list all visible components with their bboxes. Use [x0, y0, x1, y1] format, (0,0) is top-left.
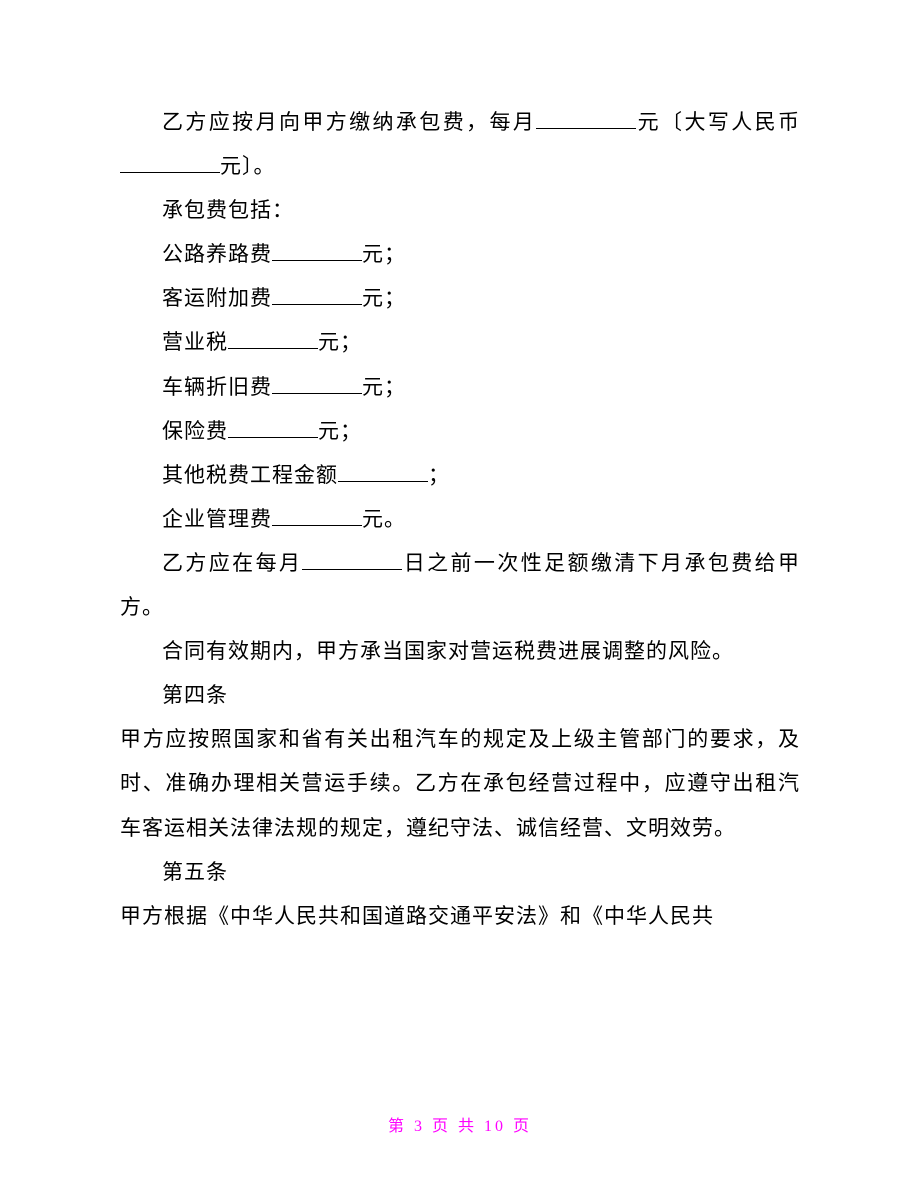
- text-insurance-prefix: 保险费: [162, 419, 228, 443]
- blank-road-fee: [272, 240, 362, 261]
- text-road-fee-suffix: 元；: [362, 242, 406, 266]
- text-fee-prefix: 乙方应按月向甲方缴纳承包费，每月: [162, 110, 536, 134]
- text-article-4: 第四条: [162, 683, 228, 707]
- paragraph-other-tax: 其他税费工程金额 ；: [120, 453, 800, 497]
- paragraph-risk: 合同有效期内，甲方承当国家对营运税费进展调整的风险。: [120, 629, 800, 673]
- text-article-5: 第五条: [162, 860, 228, 884]
- document-page: 乙方应按月向甲方缴纳承包费，每月元〔大写人民币元〕。 承包费包括： 公路养路费元…: [0, 0, 920, 998]
- text-article-4-content: 甲方应按照国家和省有关出租汽车的规定及上级主管部门的要求，及时、准确办理相关营运…: [120, 727, 800, 839]
- blank-depreciation: [272, 373, 362, 394]
- paragraph-article-4-content: 甲方应按照国家和省有关出租汽车的规定及上级主管部门的要求，及时、准确办理相关营运…: [120, 717, 800, 849]
- footer-suffix: 页: [506, 1118, 532, 1135]
- footer-prefix: 第: [388, 1118, 414, 1135]
- text-passenger-fee-prefix: 客运附加费: [162, 286, 272, 310]
- blank-amount: [536, 108, 636, 129]
- text-business-tax-prefix: 营业税: [162, 330, 228, 354]
- text-passenger-fee-suffix: 元；: [362, 286, 406, 310]
- text-risk: 合同有效期内，甲方承当国家对营运税费进展调整的风险。: [162, 639, 734, 663]
- blank-management-fee: [272, 505, 362, 526]
- footer-total-pages: 10: [484, 1118, 506, 1135]
- paragraph-fee-includes: 承包费包括：: [120, 188, 800, 232]
- blank-other-tax: [338, 461, 428, 482]
- text-payment-prefix: 乙方应在每月: [162, 551, 302, 575]
- paragraph-business-tax: 营业税 元；: [120, 320, 800, 364]
- text-article-5-content: 甲方根据《中华人民共和国道路交通平安法》和《中华人民共: [120, 904, 714, 928]
- blank-passenger-fee: [272, 284, 362, 305]
- blank-insurance: [228, 417, 318, 438]
- paragraph-article-4: 第四条: [120, 673, 800, 717]
- text-fee-suffix: 元〔大写人民币: [636, 110, 800, 134]
- paragraph-road-fee: 公路养路费 元；: [120, 232, 800, 276]
- text-fee-end: 元〕。: [220, 154, 276, 178]
- paragraph-depreciation: 车辆折旧费 元；: [120, 365, 800, 409]
- paragraph-payment-due: 乙方应在每月日之前一次性足额缴清下月承包费给甲方。: [120, 541, 800, 629]
- text-management-fee-suffix: 元。: [362, 507, 406, 531]
- text-fee-includes: 承包费包括：: [162, 198, 294, 222]
- paragraph-article-5: 第五条: [120, 850, 800, 894]
- text-other-tax-prefix: 其他税费工程金额: [162, 463, 338, 487]
- paragraph-management-fee: 企业管理费 元。: [120, 497, 800, 541]
- text-insurance-suffix: 元；: [318, 419, 362, 443]
- footer-current-page: 3: [414, 1118, 425, 1135]
- paragraph-fee-monthly: 乙方应按月向甲方缴纳承包费，每月 元〔大写人民币元〕。: [120, 100, 800, 188]
- blank-due-date: [302, 549, 402, 570]
- text-other-tax-suffix: ；: [428, 463, 450, 487]
- text-management-fee-prefix: 企业管理费: [162, 507, 272, 531]
- footer-mid: 页 共: [425, 1118, 484, 1135]
- blank-rmb: [120, 152, 220, 173]
- text-road-fee-prefix: 公路养路费: [162, 242, 272, 266]
- text-depreciation-prefix: 车辆折旧费: [162, 375, 272, 399]
- paragraph-passenger-fee: 客运附加费 元；: [120, 276, 800, 320]
- page-footer: 第 3 页 共 10 页: [0, 1112, 920, 1136]
- paragraph-article-5-content: 甲方根据《中华人民共和国道路交通平安法》和《中华人民共: [120, 894, 800, 938]
- text-depreciation-suffix: 元；: [362, 375, 406, 399]
- blank-business-tax: [228, 328, 318, 349]
- text-business-tax-suffix: 元；: [318, 330, 362, 354]
- paragraph-insurance: 保险费 元；: [120, 409, 800, 453]
